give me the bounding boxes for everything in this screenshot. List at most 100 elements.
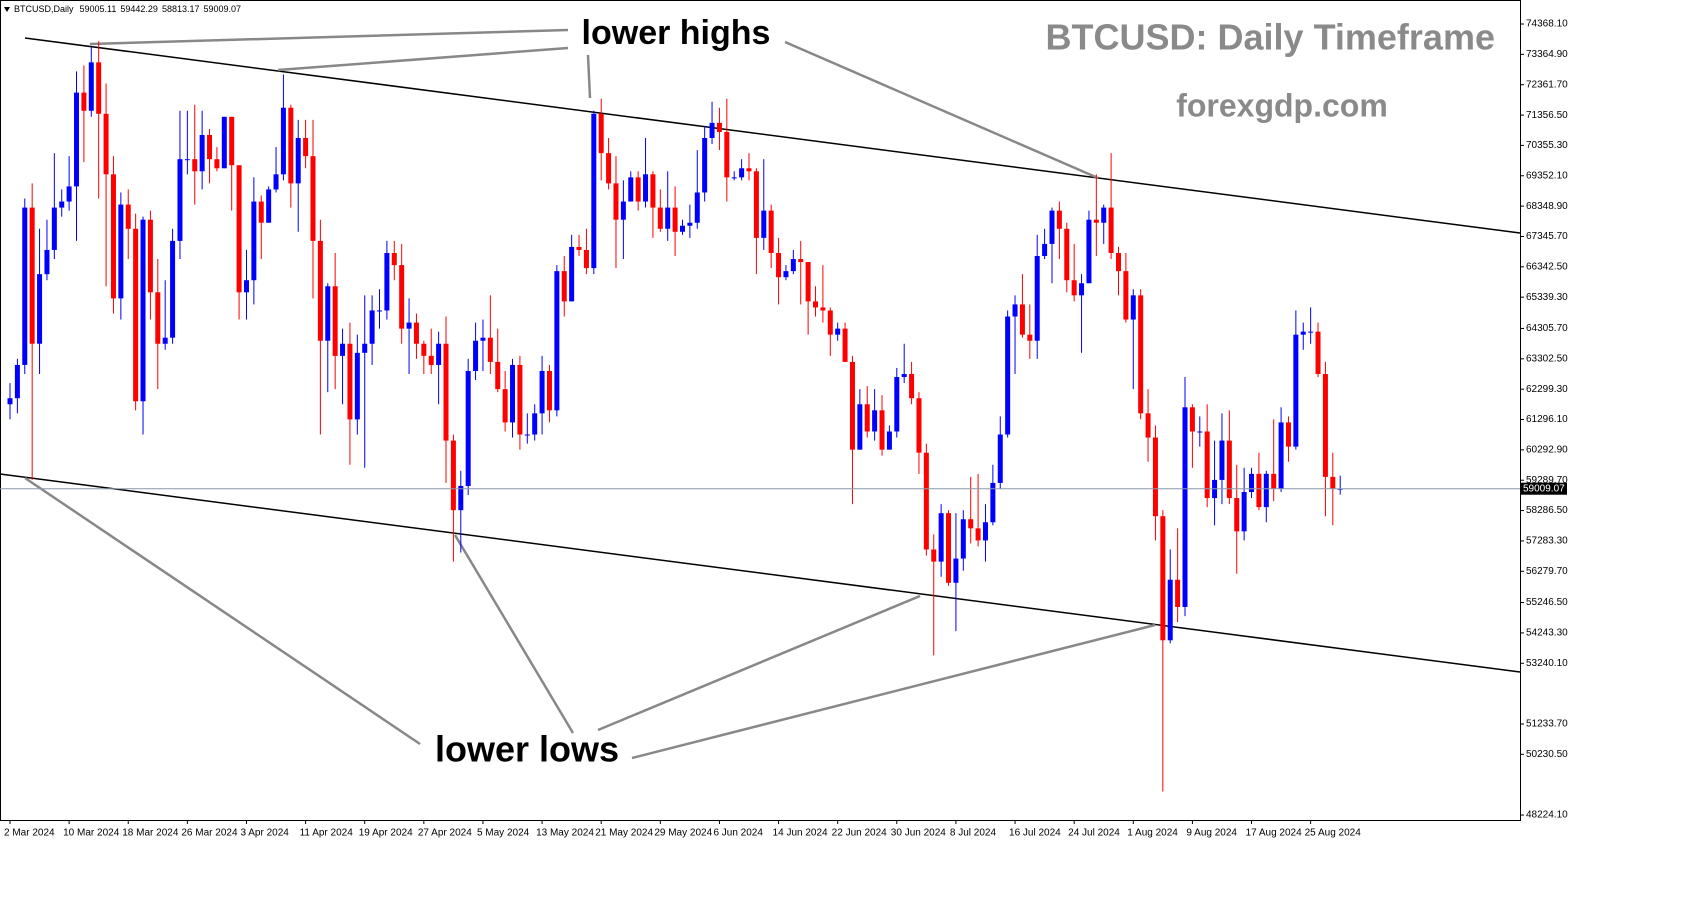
candle-body	[88, 62, 94, 111]
x-tick-label: 1 Aug 2024	[1127, 828, 1178, 839]
candle-body	[1079, 283, 1085, 296]
candle-body	[1101, 207, 1107, 223]
candle-body	[1130, 295, 1136, 320]
x-tick-label: 2 Mar 2024	[4, 828, 55, 839]
candle-body	[805, 262, 811, 302]
pointer	[277, 46, 569, 72]
candle-body	[635, 177, 641, 202]
candle-body	[450, 440, 456, 511]
candle-body	[576, 246, 582, 250]
candle-body	[465, 370, 471, 486]
x-tick-label: 6 Jun 2024	[713, 828, 763, 839]
candle-body	[724, 131, 730, 178]
candle-body	[923, 452, 929, 550]
pointer	[784, 40, 1099, 180]
candle-body	[207, 134, 213, 160]
candle-body	[177, 159, 183, 241]
candle-body	[1204, 431, 1210, 499]
candle-body	[650, 174, 656, 208]
candle-body	[229, 116, 235, 166]
candle-body	[746, 168, 752, 172]
candle-body	[702, 138, 708, 193]
candle-body	[1093, 219, 1099, 223]
candle-body	[7, 398, 13, 405]
y-tick-label: 54243.30	[1526, 628, 1568, 639]
candle-body	[857, 404, 863, 450]
candle-body	[66, 186, 72, 202]
candle-body	[916, 398, 922, 453]
candle-body	[74, 92, 80, 187]
candle-body	[325, 286, 331, 341]
candle-body	[487, 337, 493, 362]
candle-body	[155, 292, 161, 344]
candle-body	[1071, 280, 1077, 296]
y-tick-label: 66342.50	[1526, 261, 1568, 272]
pointer	[597, 594, 921, 732]
y-tick-label: 56279.70	[1526, 566, 1568, 577]
candle-body	[347, 343, 353, 420]
candle-body	[1019, 304, 1025, 335]
pointer	[453, 534, 575, 734]
x-tick-label: 30 Jun 2024	[891, 828, 946, 839]
candle-body	[1285, 422, 1291, 447]
x-tick-label: 27 Apr 2024	[418, 828, 472, 839]
candle-body	[798, 259, 804, 263]
candle-body	[1152, 437, 1158, 517]
candle-body	[332, 286, 338, 356]
candle-body	[606, 153, 612, 184]
x-tick-label: 29 May 2024	[654, 828, 712, 839]
chart-title: BTCUSD: Daily Timeframe	[1046, 17, 1495, 58]
candle-body	[1219, 440, 1225, 480]
y-tick-label: 74368.10	[1526, 19, 1568, 30]
y-tick-label: 50230.50	[1526, 749, 1568, 760]
candle-body	[125, 204, 131, 229]
y-tick-label: 70355.30	[1526, 140, 1568, 151]
candle-body	[739, 168, 745, 178]
candle-body	[96, 62, 102, 114]
candle-body	[295, 138, 301, 184]
header-high: 59442.29	[120, 4, 158, 14]
y-tick-label: 62299.30	[1526, 384, 1568, 395]
candle-body	[14, 364, 20, 399]
candle-body	[1249, 473, 1255, 493]
candle-body	[1271, 473, 1277, 489]
candle-body	[628, 177, 634, 202]
y-tick-label: 58286.50	[1526, 505, 1568, 516]
candle-body	[554, 271, 560, 411]
candle-body	[583, 249, 589, 269]
candle-body	[1330, 476, 1336, 489]
candle-body	[864, 404, 870, 432]
y-tick-label: 63302.50	[1526, 353, 1568, 364]
candle-body	[214, 159, 220, 169]
candle-body	[716, 122, 722, 132]
candle-body	[613, 183, 619, 220]
candle-body	[340, 343, 346, 356]
candle-body	[1108, 207, 1114, 253]
candle-body	[258, 201, 264, 223]
candle-body	[886, 431, 892, 450]
candle-body	[1308, 331, 1314, 333]
y-tick-label: 61296.10	[1526, 414, 1568, 425]
candle-body	[561, 271, 567, 302]
candle-body	[103, 113, 109, 175]
candle-body	[221, 116, 227, 169]
candle-body	[1049, 210, 1055, 244]
candle-body	[110, 174, 116, 299]
y-tick-label: 72361.70	[1526, 79, 1568, 90]
candle-body	[288, 107, 294, 184]
candle-body	[990, 482, 996, 523]
candle-body	[399, 265, 405, 329]
candle-body	[1064, 228, 1070, 281]
candle-body	[783, 271, 789, 278]
plot-frame	[0, 0, 1521, 821]
candle-body	[1042, 243, 1048, 257]
candle-body	[532, 413, 538, 435]
candle-body	[413, 322, 419, 344]
candle-body	[1300, 331, 1306, 335]
candle-body	[849, 361, 855, 450]
candle-body	[539, 370, 545, 414]
candle-body	[657, 207, 663, 229]
y-tick-label: 64305.70	[1526, 323, 1568, 334]
